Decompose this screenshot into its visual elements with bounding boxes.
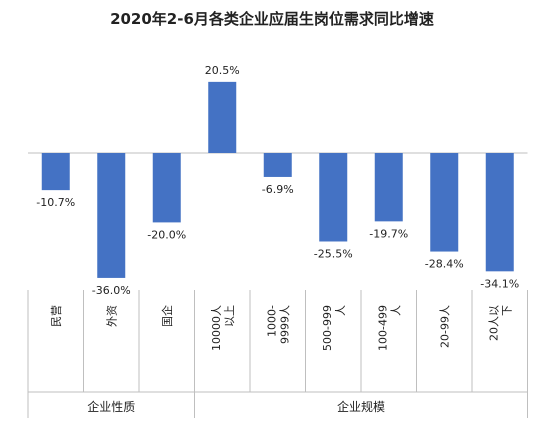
category-label-line: 以上 — [223, 305, 236, 327]
data-label-4: -6.9% — [262, 183, 294, 196]
bar-1 — [97, 153, 126, 278]
bar-3 — [208, 81, 237, 153]
data-label-3: 20.5% — [205, 64, 240, 77]
category-label-line: 人 — [334, 305, 347, 316]
category-label-8: 20人以下 — [487, 305, 513, 341]
bars-layer — [41, 81, 514, 278]
category-label-line: 下 — [500, 305, 513, 316]
category-label-line: 国企 — [160, 305, 174, 327]
bar-6 — [374, 153, 403, 222]
category-label-line: 9999人 — [278, 305, 291, 344]
category-label-0: 民营 — [49, 305, 63, 327]
data-label-8: -34.1% — [480, 277, 519, 290]
chart-title: 2020年2-6月各类企业应届生岗位需求同比增速 — [110, 10, 434, 28]
category-label-line: 10000人 — [210, 305, 223, 351]
category-label-7: 20-99人 — [438, 305, 451, 348]
category-label-6: 100-499 人 — [376, 305, 402, 351]
category-label-line: 人 — [389, 305, 402, 316]
data-label-5: -25.5% — [314, 247, 353, 260]
bar-0 — [41, 153, 70, 191]
category-label-line: 20-99人 — [438, 305, 451, 348]
labels-layer: -10.7% -36.0% -20.0% 20.5% -6.9% -25.5% -19.7%… — [36, 64, 519, 414]
bar-2 — [152, 153, 181, 223]
category-label-line: 民营 — [49, 305, 63, 327]
category-label-line: 100-499 — [376, 305, 389, 351]
category-label-4: 1000- 9999人 — [265, 305, 291, 344]
data-label-1: -36.0% — [92, 284, 131, 297]
category-label-2: 国企 — [160, 305, 174, 327]
category-label-line: 1000- — [265, 305, 278, 337]
bar-4 — [263, 153, 292, 177]
category-label-line: 外资 — [105, 305, 118, 327]
data-label-7: -28.4% — [425, 258, 464, 271]
category-label-line: 20人以 — [487, 305, 500, 341]
bar-5 — [319, 153, 348, 242]
category-label-3: 10000人 以上 — [210, 305, 236, 351]
bar-8 — [485, 153, 514, 272]
category-label-5: 500-999 人 — [321, 305, 347, 351]
bar-7 — [430, 153, 459, 252]
group-label-1: 企业规模 — [337, 399, 385, 414]
category-label-1: 外资 — [105, 305, 118, 327]
category-label-line: 500-999 — [321, 305, 334, 351]
data-label-0: -10.7% — [36, 196, 75, 209]
group-label-0: 企业性质 — [87, 399, 135, 414]
data-label-2: -20.0% — [147, 228, 186, 241]
data-label-6: -19.7% — [369, 227, 408, 240]
